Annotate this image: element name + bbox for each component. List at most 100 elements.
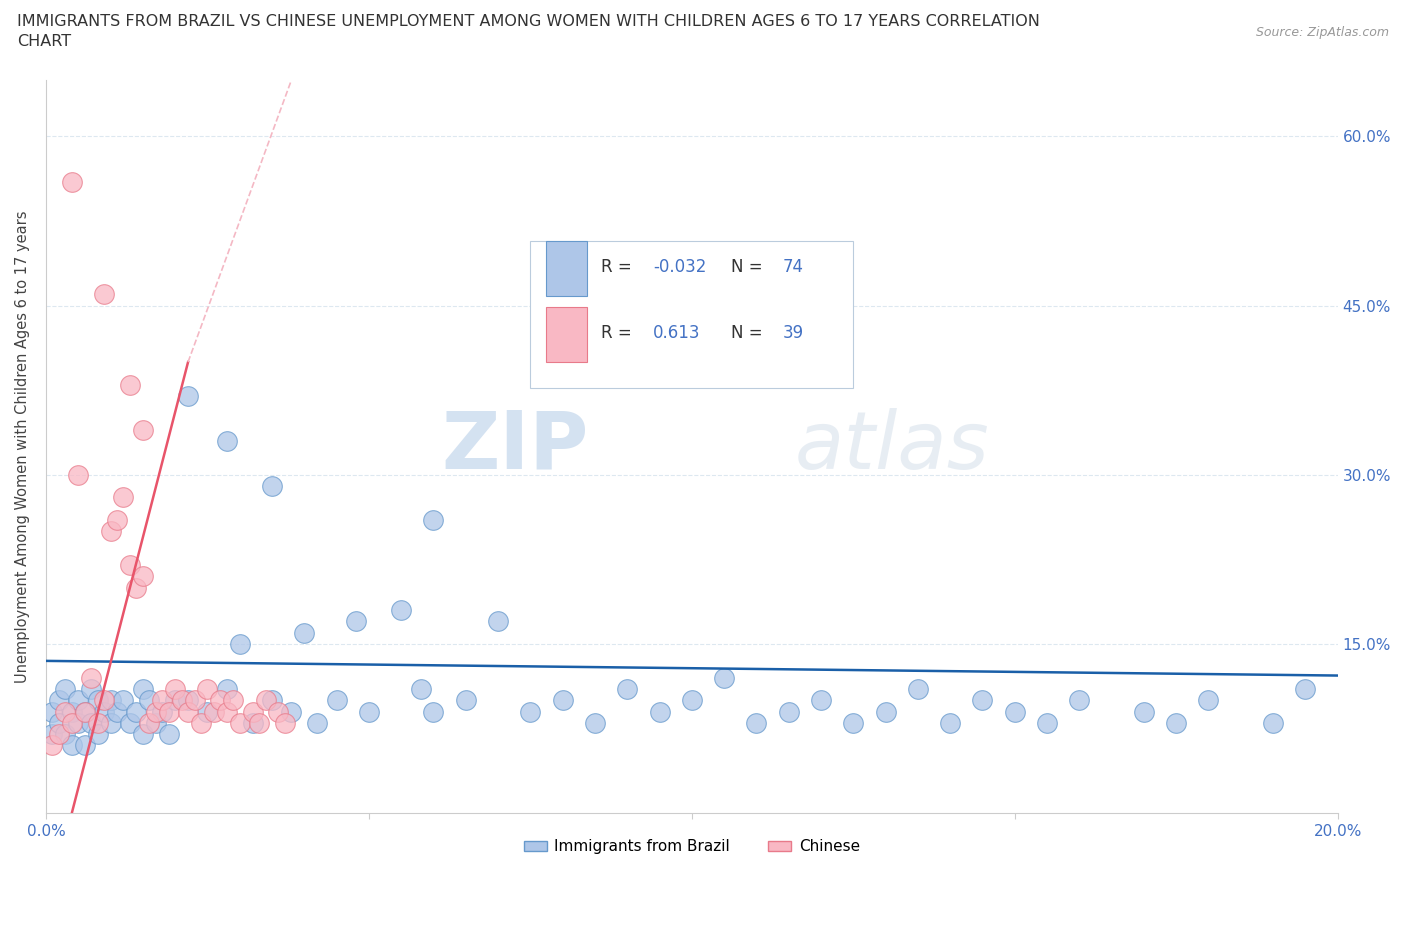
Text: Source: ZipAtlas.com: Source: ZipAtlas.com — [1256, 26, 1389, 39]
Text: R =: R = — [602, 258, 633, 276]
Point — [138, 715, 160, 730]
Bar — [546, 307, 588, 363]
Point — [280, 704, 302, 719]
Bar — [546, 242, 588, 297]
Point — [67, 715, 90, 730]
Point — [67, 468, 90, 483]
Point — [202, 704, 225, 719]
Point — [60, 174, 83, 189]
Text: N =: N = — [731, 324, 762, 342]
Point — [177, 389, 200, 404]
Point — [112, 490, 135, 505]
Point — [1198, 693, 1220, 708]
Point — [1133, 704, 1156, 719]
Point — [551, 693, 574, 708]
FancyBboxPatch shape — [530, 242, 853, 388]
Point — [86, 693, 108, 708]
Text: 39: 39 — [782, 324, 803, 342]
Point — [150, 693, 173, 708]
Point — [80, 715, 103, 730]
Point — [93, 704, 115, 719]
Point — [118, 558, 141, 573]
Point — [197, 682, 219, 697]
Point — [1261, 715, 1284, 730]
Point — [1069, 693, 1091, 708]
Point — [170, 693, 193, 708]
Point — [73, 704, 96, 719]
Point — [60, 715, 83, 730]
Point — [67, 693, 90, 708]
Point — [307, 715, 329, 730]
Point — [177, 693, 200, 708]
Point — [409, 682, 432, 697]
Text: ZIP: ZIP — [441, 407, 589, 485]
Point — [138, 693, 160, 708]
Point — [100, 693, 122, 708]
Point — [100, 524, 122, 538]
Point — [389, 603, 412, 618]
Text: 74: 74 — [782, 258, 803, 276]
Point — [778, 704, 800, 719]
Point — [125, 580, 148, 595]
Point — [80, 682, 103, 697]
Text: CHART: CHART — [17, 34, 70, 49]
Point — [486, 614, 509, 629]
Point — [183, 693, 205, 708]
Point — [242, 704, 264, 719]
Point — [842, 715, 865, 730]
Point — [48, 726, 70, 741]
Point — [260, 693, 283, 708]
Point — [1036, 715, 1059, 730]
Point — [939, 715, 962, 730]
Point — [745, 715, 768, 730]
Text: N =: N = — [731, 258, 762, 276]
Point — [875, 704, 897, 719]
Point — [228, 715, 250, 730]
Point — [132, 682, 155, 697]
Point — [247, 715, 270, 730]
Point — [810, 693, 832, 708]
Point — [357, 704, 380, 719]
Point — [422, 704, 444, 719]
Point — [681, 693, 703, 708]
Point — [53, 682, 76, 697]
Point — [118, 715, 141, 730]
Point — [254, 693, 277, 708]
Point — [105, 512, 128, 527]
Text: 0.613: 0.613 — [652, 324, 700, 342]
Point — [422, 512, 444, 527]
Point — [145, 715, 167, 730]
Point — [41, 704, 63, 719]
Point — [583, 715, 606, 730]
Point — [519, 704, 541, 719]
Point — [150, 704, 173, 719]
Point — [228, 636, 250, 651]
Point — [215, 682, 238, 697]
Point — [86, 715, 108, 730]
Point — [157, 726, 180, 741]
Point — [86, 726, 108, 741]
Point — [100, 715, 122, 730]
Point — [118, 378, 141, 392]
Point — [1294, 682, 1316, 697]
Point — [80, 671, 103, 685]
Point — [132, 569, 155, 584]
Text: -0.032: -0.032 — [652, 258, 706, 276]
Point — [1166, 715, 1188, 730]
Point — [112, 693, 135, 708]
Point — [145, 704, 167, 719]
Point — [132, 422, 155, 437]
Point — [41, 738, 63, 753]
Point — [1004, 704, 1026, 719]
Point — [215, 433, 238, 448]
Point — [132, 726, 155, 741]
Point — [325, 693, 347, 708]
Point — [713, 671, 735, 685]
Point — [267, 704, 290, 719]
Y-axis label: Unemployment Among Women with Children Ages 6 to 17 years: Unemployment Among Women with Children A… — [15, 210, 30, 683]
Point — [60, 738, 83, 753]
Point — [190, 715, 212, 730]
Point — [157, 704, 180, 719]
Point — [93, 693, 115, 708]
Text: R =: R = — [602, 324, 633, 342]
